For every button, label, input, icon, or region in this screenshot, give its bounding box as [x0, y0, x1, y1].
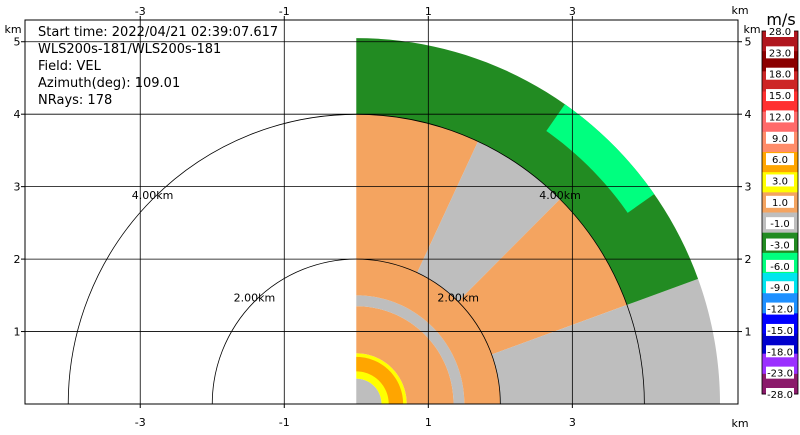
y-tick-label-left-2: 3: [14, 181, 21, 194]
y-tick-label-right-2: 3: [745, 181, 752, 194]
y-unit-label-left: km: [4, 23, 21, 36]
colorbar-label-15: -18.0: [767, 347, 793, 358]
colorbar-label-6: 6.0: [772, 155, 788, 166]
colorbar-label-7: 3.0: [772, 176, 788, 187]
y-tick-label-left-4: 5: [14, 36, 21, 49]
colorbar-label-bg-8: [766, 195, 794, 208]
colorbar-label-3: 15.0: [769, 91, 791, 102]
x-tick-label-bottom-1: -1: [279, 416, 290, 429]
colorbar-label-bg-0: [766, 25, 794, 37]
colorbar-label-10: -3.0: [770, 241, 790, 252]
velocity-band-10: [356, 38, 699, 305]
colorbar-label-bg-16: [766, 366, 794, 379]
colorbar-label-13: -12.0: [767, 305, 793, 316]
colorbar-label-9: -1.0: [770, 219, 790, 230]
range-ring-1: [67, 114, 645, 405]
colorbar-label-bg-1: [766, 46, 794, 59]
range-ring-0: [211, 258, 501, 405]
colorbar-label-14: -15.0: [767, 326, 793, 337]
field-text: Field: VEL: [38, 59, 101, 74]
colorbar-label-5: 9.0: [772, 134, 788, 145]
colorbar-label-4: 12.0: [769, 112, 791, 123]
x-tick-label-bottom-0: -3: [135, 416, 146, 429]
colorbar-label-bg-10: [766, 238, 794, 251]
y-tick-label-right-1: 2: [745, 253, 752, 266]
colorbar-label-bg-12: [766, 281, 794, 294]
y-tick-label-right-0: 1: [745, 326, 752, 339]
nrays-text: NRays: 178: [38, 93, 113, 108]
velocity-band-0: [356, 378, 382, 404]
range-ring-label-0-1: 2.00km: [437, 292, 479, 305]
colorbar-label-bg-11: [766, 259, 794, 272]
colorbar-label-bg-14: [766, 323, 794, 336]
colorbar-label-bg-3: [766, 89, 794, 102]
colorbar-label-bg-5: [766, 131, 794, 144]
colorbar-label-bg-13: [766, 302, 794, 315]
y-tick-label-left-3: 4: [14, 108, 21, 121]
start-time-text: Start time: 2022/04/21 02:39:07.617: [38, 25, 279, 40]
colorbar-label-1: 23.0: [769, 48, 791, 59]
colorbar: 28.0 23.0 18.0 15.0 12.0 9.0 6.0 3.0 1.0 -1.0 -3.0…: [761, 25, 799, 401]
y-tick-label-right-4: 5: [745, 36, 752, 49]
x-tick-label-bottom-3: 3: [569, 416, 576, 429]
colorbar-label-bg-15: [766, 345, 794, 358]
y-unit-label-right: km: [743, 23, 760, 36]
colorbar-label-0: 28.0: [769, 27, 791, 38]
colorbar-label-8: 1.0: [772, 198, 788, 209]
y-tick-label-left-0: 1: [14, 326, 21, 339]
velocity-band-8: [458, 199, 627, 355]
plot-frame: [24, 19, 739, 405]
colorbar-label-bg-7: [766, 174, 794, 187]
x-tick-label-top-2: 1: [425, 5, 432, 18]
velocity-band-3: [356, 306, 454, 404]
range-ring-label-1-0: 4.00km: [132, 189, 174, 202]
x-tick-label-top-1: -1: [279, 5, 290, 18]
velocity-sector: [356, 38, 720, 404]
velocity-band-4: [356, 295, 465, 404]
colorbar-label-bg-17: [766, 388, 794, 400]
colorbar-label-2: 18.0: [769, 70, 791, 81]
instrument-text: WLS200s-181/WLS200s-181: [38, 42, 222, 57]
scan-info-panel: Start time: 2022/04/21 02:39:07.617 WLS2…: [38, 24, 278, 109]
colorbar-label-bg-6: [766, 153, 794, 166]
azimuth-text: Azimuth(deg): 109.01: [38, 76, 181, 91]
colorbar-label-17: -28.0: [767, 390, 793, 401]
velocity-band-6: [356, 114, 479, 273]
colorbar-label-bg-2: [766, 67, 794, 80]
x-unit-label-top: km: [731, 4, 748, 17]
y-tick-label-right-3: 4: [745, 108, 752, 121]
axis-ticks: -3 -3 -1 -1 1 1 3 3 1 1 2 2 3 3 4 4 5 5: [14, 5, 752, 429]
colorbar-label-bg-4: [766, 110, 794, 123]
colorbar-label-12: -9.0: [770, 283, 790, 294]
x-tick-label-top-3: 3: [569, 5, 576, 18]
velocity-band-2: [356, 356, 404, 404]
velocity-band-9: [491, 278, 720, 404]
range-ring-label-0-0: 2.00km: [234, 292, 276, 305]
velocity-band-11: [546, 104, 655, 213]
colorbar-label-11: -6.0: [770, 262, 790, 273]
x-tick-label-top-0: -3: [135, 5, 146, 18]
colorbar-unit: m/s: [766, 10, 795, 29]
colorbar-label-bg-9: [766, 217, 794, 230]
y-tick-label-left-1: 2: [14, 253, 21, 266]
colorbar-label-16: -23.0: [767, 369, 793, 380]
x-unit-label-bottom: km: [731, 417, 748, 430]
range-ring-label-1-1: 4.00km: [539, 189, 581, 202]
range-rings: 2.00km 2.00km 4.00km 4.00km: [67, 114, 645, 405]
velocity-band-5: [356, 259, 501, 404]
x-tick-label-bottom-2: 1: [425, 416, 432, 429]
